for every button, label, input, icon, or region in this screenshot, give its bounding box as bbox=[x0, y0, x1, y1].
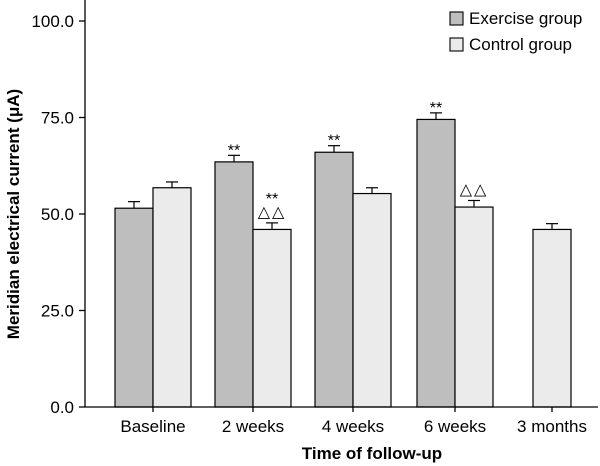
x-tick-label: 2 weeks bbox=[222, 417, 284, 436]
bar bbox=[416, 118, 456, 408]
x-tick-label: Baseline bbox=[120, 417, 185, 436]
y-tick-label: 50.0 bbox=[41, 205, 74, 224]
x-axis-title: Time of follow-up bbox=[302, 444, 442, 463]
x-tick-label: 6 weeks bbox=[424, 417, 486, 436]
plot-area: ******△△**△△ bbox=[114, 100, 572, 408]
significance-stars: ** bbox=[430, 100, 442, 117]
y-tick-label: 25.0 bbox=[41, 302, 74, 321]
bar bbox=[252, 228, 292, 408]
y-axis-title: Meridian electrical current (μA) bbox=[4, 89, 23, 339]
y-tick-label: 75.0 bbox=[41, 109, 74, 128]
axes: 0.0 25.0 50.0 75.0 100.0 Baseline 2 weeks 4 wee… bbox=[31, 0, 598, 436]
bar bbox=[532, 228, 572, 408]
bar bbox=[454, 206, 494, 408]
bar bbox=[114, 207, 154, 408]
significance-stars: ** bbox=[266, 191, 278, 208]
significance-triangles: △△ bbox=[460, 181, 489, 198]
significance-stars: ** bbox=[228, 142, 240, 159]
legend-swatch bbox=[449, 37, 464, 52]
y-tick-label: 0.0 bbox=[50, 398, 74, 417]
significance-stars: ** bbox=[328, 133, 340, 150]
legend: Exercise group Control group bbox=[449, 9, 582, 54]
legend-label: Exercise group bbox=[469, 9, 582, 28]
x-tick-label: 3 months bbox=[517, 417, 587, 436]
legend-label: Control group bbox=[469, 35, 572, 54]
legend-swatch bbox=[449, 11, 464, 26]
bar bbox=[314, 151, 354, 408]
significance-triangles: △△ bbox=[258, 204, 287, 221]
bar bbox=[152, 187, 192, 408]
x-tick-label: 4 weeks bbox=[322, 417, 384, 436]
bar bbox=[214, 161, 254, 408]
y-tick-label: 100.0 bbox=[31, 12, 74, 31]
bar bbox=[352, 192, 392, 408]
